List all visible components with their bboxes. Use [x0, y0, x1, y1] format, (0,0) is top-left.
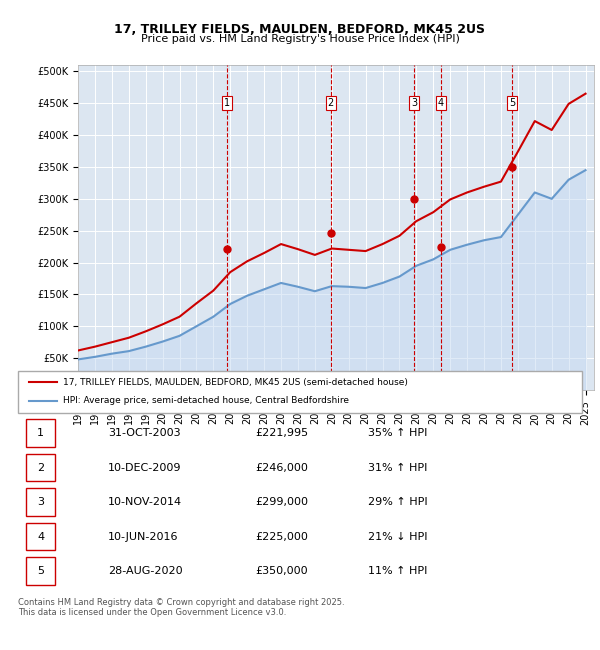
Text: 2: 2	[328, 98, 334, 109]
FancyBboxPatch shape	[26, 557, 55, 585]
Text: 11% ↑ HPI: 11% ↑ HPI	[368, 566, 427, 576]
Text: 35% ↑ HPI: 35% ↑ HPI	[368, 428, 427, 438]
Text: 31-OCT-2003: 31-OCT-2003	[108, 428, 181, 438]
Text: HPI: Average price, semi-detached house, Central Bedfordshire: HPI: Average price, semi-detached house,…	[63, 396, 349, 406]
Text: £246,000: £246,000	[255, 463, 308, 473]
Text: 10-NOV-2014: 10-NOV-2014	[108, 497, 182, 507]
Text: Price paid vs. HM Land Registry's House Price Index (HPI): Price paid vs. HM Land Registry's House …	[140, 34, 460, 44]
Text: 3: 3	[411, 98, 417, 109]
Text: 5: 5	[509, 98, 515, 109]
Text: 4: 4	[437, 98, 444, 109]
FancyBboxPatch shape	[26, 454, 55, 482]
Text: 31% ↑ HPI: 31% ↑ HPI	[368, 463, 427, 473]
Text: 4: 4	[37, 532, 44, 541]
Text: £299,000: £299,000	[255, 497, 308, 507]
Text: 21% ↓ HPI: 21% ↓ HPI	[368, 532, 427, 541]
Text: 2: 2	[37, 463, 44, 473]
Text: 3: 3	[37, 497, 44, 507]
Text: 5: 5	[37, 566, 44, 576]
Text: £221,995: £221,995	[255, 428, 308, 438]
Text: Contains HM Land Registry data © Crown copyright and database right 2025.
This d: Contains HM Land Registry data © Crown c…	[18, 598, 344, 618]
Text: 17, TRILLEY FIELDS, MAULDEN, BEDFORD, MK45 2US: 17, TRILLEY FIELDS, MAULDEN, BEDFORD, MK…	[115, 23, 485, 36]
Text: 17, TRILLEY FIELDS, MAULDEN, BEDFORD, MK45 2US (semi-detached house): 17, TRILLEY FIELDS, MAULDEN, BEDFORD, MK…	[63, 378, 408, 387]
Text: £350,000: £350,000	[255, 566, 308, 576]
Text: 1: 1	[224, 98, 230, 109]
FancyBboxPatch shape	[26, 488, 55, 516]
Text: 1: 1	[37, 428, 44, 438]
FancyBboxPatch shape	[26, 419, 55, 447]
Text: 29% ↑ HPI: 29% ↑ HPI	[368, 497, 427, 507]
FancyBboxPatch shape	[26, 523, 55, 551]
FancyBboxPatch shape	[18, 370, 582, 413]
Text: 28-AUG-2020: 28-AUG-2020	[108, 566, 183, 576]
Text: £225,000: £225,000	[255, 532, 308, 541]
Text: 10-DEC-2009: 10-DEC-2009	[108, 463, 182, 473]
Text: 10-JUN-2016: 10-JUN-2016	[108, 532, 179, 541]
